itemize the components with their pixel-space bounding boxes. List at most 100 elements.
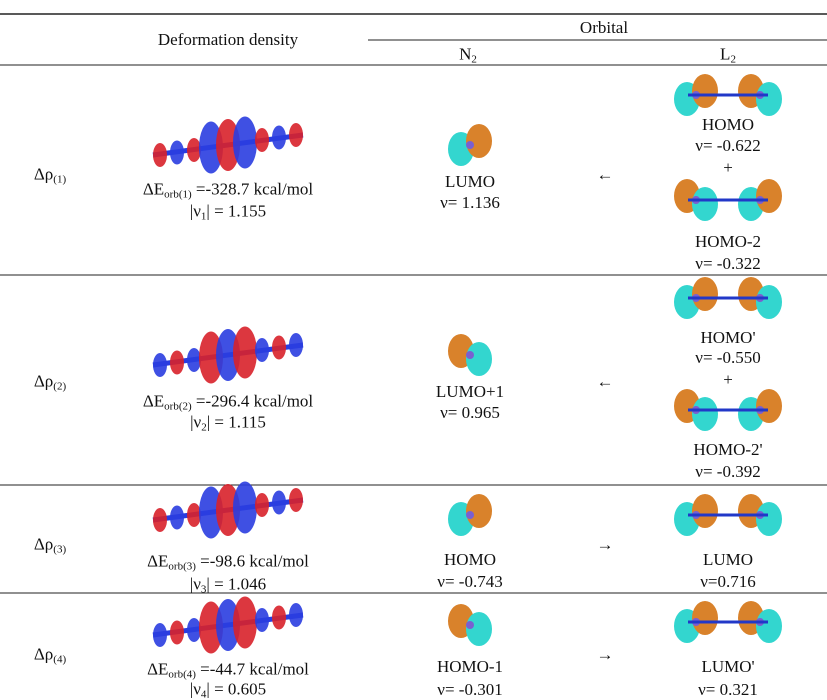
orbital-nu: ν=0.716 bbox=[700, 572, 756, 592]
atom bbox=[466, 511, 474, 519]
row-label: Δρ(2) bbox=[34, 372, 66, 393]
orbital-nu: ν= -0.301 bbox=[437, 680, 502, 700]
row-label: Δρ(3) bbox=[34, 535, 66, 556]
orbital-nu: ν= -0.622 bbox=[695, 136, 760, 156]
energy: ΔEorb(3) =-98.6 kcal/mol bbox=[147, 552, 309, 573]
text-part: ΔE bbox=[143, 180, 164, 199]
orbital-name: LUMO bbox=[445, 172, 495, 192]
plus: + bbox=[723, 158, 733, 178]
text-part: |ν bbox=[190, 680, 201, 699]
density-lobe bbox=[153, 353, 167, 377]
density-lobe bbox=[272, 606, 286, 630]
density-lobe bbox=[170, 506, 184, 530]
text-part: Δρ bbox=[34, 645, 53, 664]
density-lobe bbox=[233, 597, 257, 649]
orbital-nu: ν= -0.550 bbox=[695, 348, 760, 368]
column-header: L2 bbox=[720, 45, 736, 66]
orbital-nu: ν= -0.322 bbox=[695, 254, 760, 274]
density-lobe bbox=[170, 351, 184, 375]
text-part: 2 bbox=[471, 54, 477, 66]
energy: ΔEorb(1) =-328.7 kcal/mol bbox=[143, 180, 313, 201]
arrow: ← bbox=[597, 372, 614, 392]
text-part: 2 bbox=[730, 54, 736, 66]
density-lobe bbox=[233, 482, 257, 534]
lobe bbox=[466, 612, 492, 646]
orbital-name: HOMO bbox=[702, 115, 754, 135]
lobe bbox=[692, 277, 718, 311]
plus: + bbox=[723, 370, 733, 390]
text-part: | = 1.155 bbox=[206, 202, 266, 221]
lobe bbox=[692, 397, 718, 431]
density-lobe bbox=[289, 488, 303, 512]
lobe bbox=[756, 389, 782, 423]
density-lobe bbox=[187, 503, 201, 527]
lobe bbox=[466, 124, 492, 158]
text-part: (3) bbox=[53, 544, 66, 556]
text-part: Δρ bbox=[34, 165, 53, 184]
arrow: → bbox=[597, 535, 614, 555]
text-part: orb(3) bbox=[168, 561, 196, 573]
text-part: =-98.6 kcal/mol bbox=[196, 552, 309, 571]
orbital-name: LUMO bbox=[703, 550, 753, 570]
density-lobe bbox=[233, 327, 257, 379]
row-label: Δρ(4) bbox=[34, 645, 66, 666]
nu-value: |ν1| = 1.155 bbox=[190, 202, 266, 223]
text-part: |ν bbox=[190, 575, 201, 594]
density-lobe bbox=[153, 623, 167, 647]
lobe bbox=[756, 502, 782, 536]
density-lobe bbox=[255, 608, 269, 632]
density-lobe bbox=[187, 138, 201, 162]
atom bbox=[466, 141, 474, 149]
density-lobe bbox=[272, 491, 286, 515]
orbital-name: HOMO' bbox=[700, 328, 755, 348]
orbital-nu: ν= -0.392 bbox=[695, 462, 760, 482]
density-lobe bbox=[153, 508, 167, 532]
orbital-name: HOMO-2' bbox=[693, 440, 762, 460]
density-lobe bbox=[170, 621, 184, 645]
orbital-nu: ν= -0.743 bbox=[437, 572, 502, 592]
lobe bbox=[692, 601, 718, 635]
density-lobe bbox=[187, 618, 201, 642]
text-part: Δρ bbox=[34, 372, 53, 391]
density-lobe bbox=[170, 141, 184, 165]
density-lobe bbox=[289, 603, 303, 627]
text-part: ΔE bbox=[147, 660, 168, 679]
text-part: (4) bbox=[53, 654, 66, 666]
density-lobe bbox=[272, 126, 286, 150]
text-part: |ν bbox=[190, 202, 201, 221]
text-part: =-44.7 kcal/mol bbox=[196, 660, 309, 679]
atom bbox=[466, 351, 474, 359]
lobe bbox=[756, 609, 782, 643]
orbital-name: HOMO-1 bbox=[437, 657, 503, 677]
orbital-nu: ν= 0.965 bbox=[440, 403, 500, 423]
column-header: Orbital bbox=[580, 18, 628, 38]
text-part: | = 0.605 bbox=[206, 680, 266, 699]
text-part: orb(1) bbox=[164, 189, 192, 201]
text-part: | = 1.046 bbox=[206, 575, 266, 594]
text-part: | = 1.115 bbox=[207, 413, 266, 432]
text-part: orb(2) bbox=[164, 401, 192, 413]
density-lobe bbox=[255, 128, 269, 152]
text-part: (2) bbox=[53, 381, 66, 393]
lobe bbox=[756, 82, 782, 116]
orbital-nu: ν= 1.136 bbox=[440, 193, 500, 213]
text-part: |ν bbox=[190, 413, 201, 432]
text-part: N bbox=[459, 45, 471, 64]
nu-value: |ν4| = 0.605 bbox=[190, 680, 266, 700]
text-part: ΔE bbox=[147, 552, 168, 571]
text-part: ΔE bbox=[143, 392, 164, 411]
column-header: N2 bbox=[459, 45, 477, 66]
text-part: L bbox=[720, 45, 730, 64]
lobe bbox=[756, 285, 782, 319]
atom bbox=[466, 621, 474, 629]
text-part: (1) bbox=[53, 174, 66, 186]
lobe bbox=[692, 74, 718, 108]
page: Deformation densityOrbitalN2L2Δρ(1)ΔEorb… bbox=[0, 0, 827, 700]
density-lobe bbox=[233, 117, 257, 169]
arrow: → bbox=[597, 645, 614, 665]
nu-value: |ν3| = 1.046 bbox=[190, 575, 266, 596]
orbital-nu: ν= 0.321 bbox=[698, 680, 758, 700]
density-lobe bbox=[187, 348, 201, 372]
text-part: =-328.7 kcal/mol bbox=[192, 180, 313, 199]
density-lobe bbox=[255, 493, 269, 517]
